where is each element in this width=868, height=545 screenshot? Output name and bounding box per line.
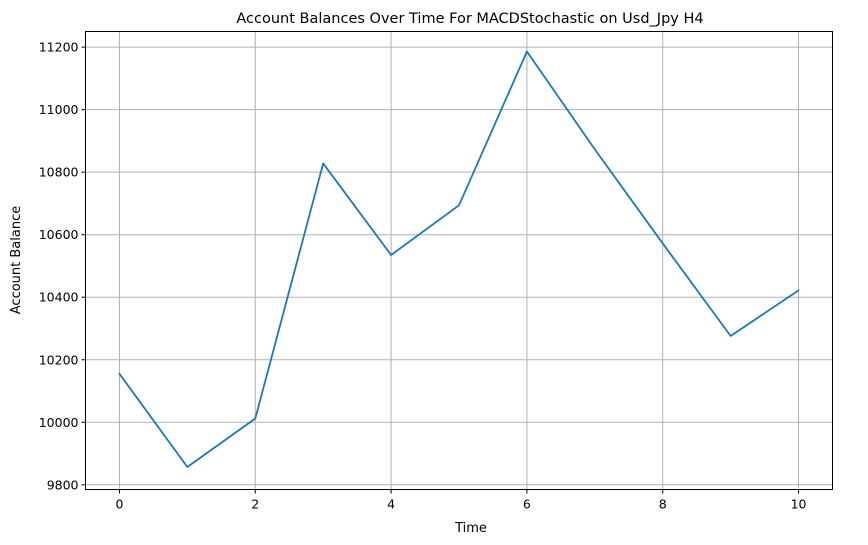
y-tick-label: 10400 — [39, 290, 79, 305]
plot-frame — [85, 31, 833, 490]
y-tick-label: 10600 — [39, 227, 79, 242]
y-tick-label: 11200 — [39, 40, 79, 55]
grid-lines — [85, 31, 833, 490]
y-axis-label: Account Balance — [9, 206, 24, 314]
x-axis: 0 2 4 6 8 10 — [115, 489, 807, 512]
series-line — [118, 50, 800, 468]
x-tick-label: 10 — [791, 497, 807, 512]
x-tick-label: 4 — [387, 497, 395, 512]
x-tick-label: 2 — [251, 497, 259, 512]
x-axis-label: Time — [454, 521, 487, 536]
x-tick-label: 6 — [523, 497, 531, 512]
x-tick-label: 0 — [115, 497, 123, 512]
series-layer — [118, 50, 800, 468]
y-tick-label: 10200 — [39, 352, 79, 367]
y-axis: 9800 10000 10200 10400 10600 10800 11000 11200 — [39, 40, 86, 492]
y-tick-label: 10000 — [39, 415, 79, 430]
chart-title: Account Balances Over Time For MACDStoch… — [236, 11, 703, 27]
y-tick-label: 10800 — [39, 165, 79, 180]
y-tick-label: 11000 — [39, 102, 79, 117]
x-tick-label: 8 — [659, 497, 667, 512]
y-tick-label: 9800 — [47, 477, 79, 492]
